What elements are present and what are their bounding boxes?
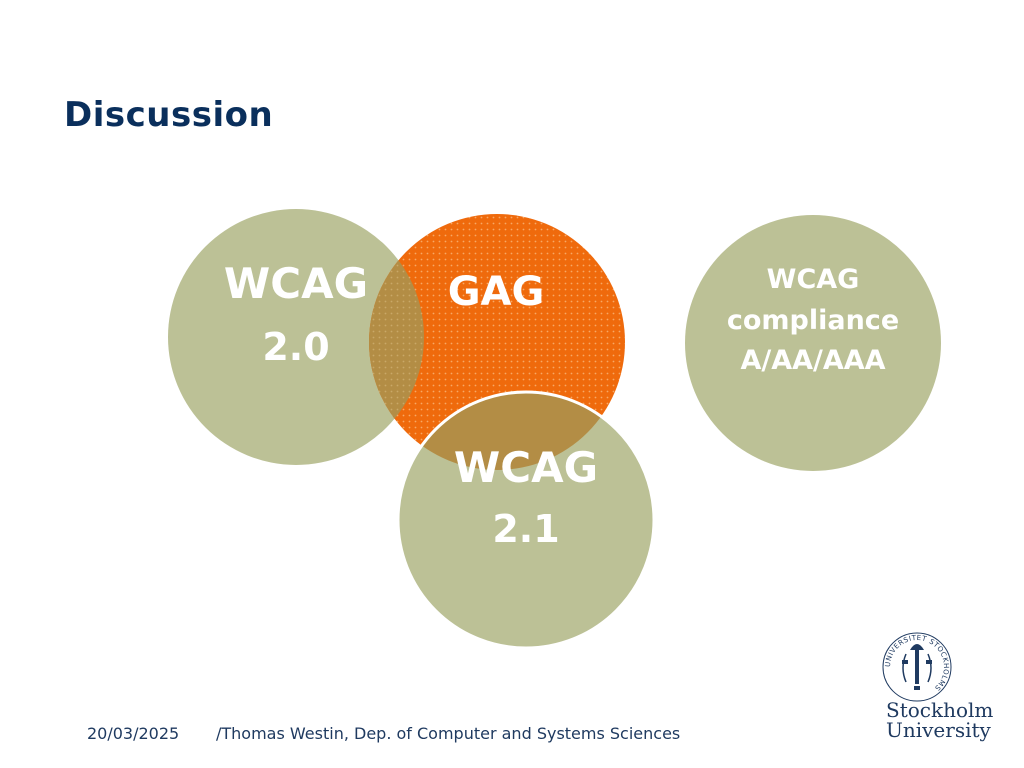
footer-date: 20/03/2025 (87, 724, 180, 743)
circle-compliance (685, 215, 941, 471)
circle-wcag20 (168, 209, 424, 465)
label-compliance-line1: WCAG (767, 264, 860, 295)
label-wcag21-line1: WCAG (454, 443, 598, 492)
label-wcag20-line2: 2.0 (262, 325, 329, 369)
label-gag: GAG (448, 269, 545, 315)
label-compliance-line2: compliance (727, 305, 899, 336)
logo-text-line2: University (886, 718, 991, 742)
slide-title: Discussion (64, 95, 274, 135)
stockholm-university-logo: UNIVERSITET STOCKHOLMS (882, 632, 952, 702)
label-wcag21-line2: 2.1 (492, 507, 559, 551)
logo-text-line1: Stockholm (886, 698, 994, 722)
footer-author: /Thomas Westin, Dep. of Computer and Sys… (216, 724, 681, 743)
label-wcag20-line1: WCAG (224, 259, 368, 308)
label-compliance-line3: A/AA/AAA (740, 345, 885, 376)
